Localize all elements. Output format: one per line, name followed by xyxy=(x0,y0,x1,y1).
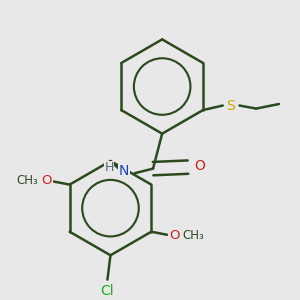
Text: CH₃: CH₃ xyxy=(182,229,204,242)
Text: O: O xyxy=(169,229,179,242)
Text: CH₃: CH₃ xyxy=(17,174,39,188)
Text: Cl: Cl xyxy=(100,284,114,298)
Text: N: N xyxy=(119,164,129,178)
Text: O: O xyxy=(194,159,205,172)
Text: H: H xyxy=(104,161,114,174)
Text: S: S xyxy=(226,98,235,112)
Text: O: O xyxy=(42,174,52,188)
